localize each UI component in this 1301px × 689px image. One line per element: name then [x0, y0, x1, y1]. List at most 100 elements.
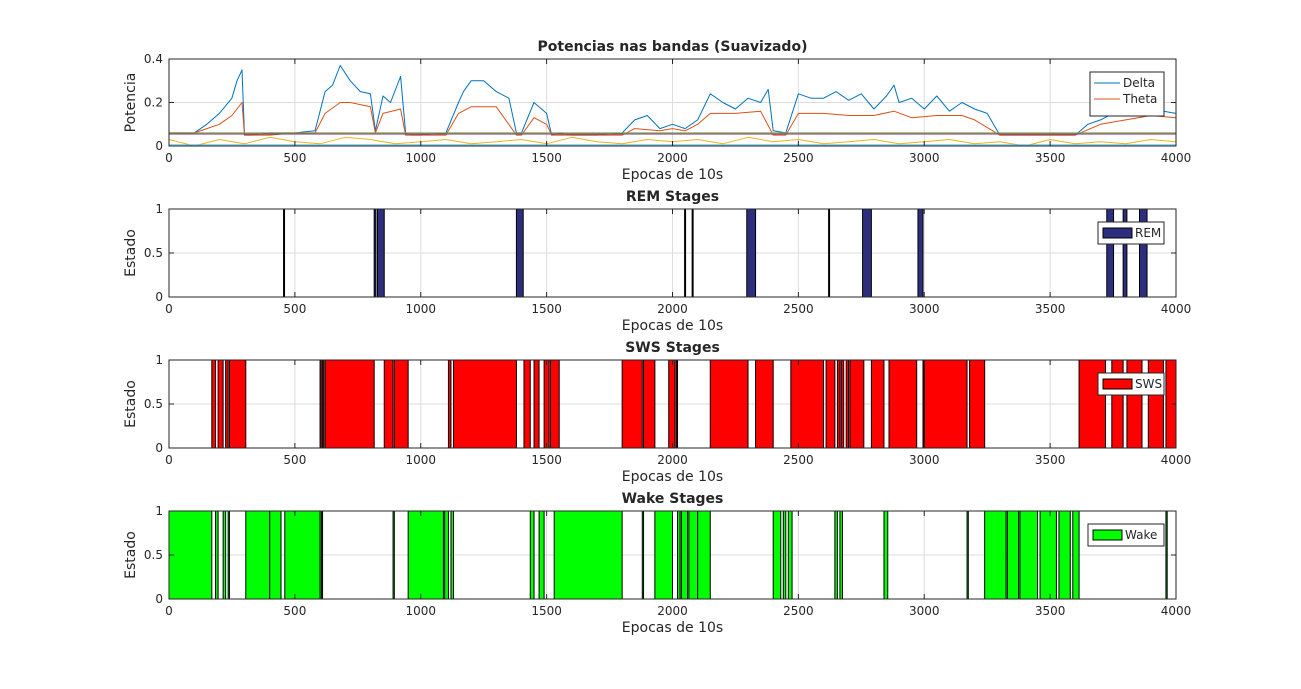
stage-bar-sws [543, 360, 550, 448]
x-tick-label: 2000 [657, 604, 688, 618]
legend: Delta Theta [1089, 71, 1165, 117]
stage-bar-wake [245, 511, 271, 599]
stage-bar-sws [755, 360, 774, 448]
stage-bar-wake [1019, 511, 1039, 599]
x-tick-label: 3500 [1035, 151, 1066, 165]
stage-bar-wake [1165, 511, 1168, 599]
stage-bar-wake [1006, 511, 1020, 599]
x-tick-label: 4000 [1161, 453, 1192, 467]
x-axis-label: Epocas de 10s [622, 167, 723, 183]
plot-area [169, 511, 1168, 599]
stage-bar-wake [538, 511, 545, 599]
stage-bar-wake [222, 511, 227, 599]
y-tick-label: 0 [155, 592, 163, 606]
stage-bar-sws [225, 360, 229, 448]
stage-bar-sws [393, 360, 409, 448]
stage-bar-wake [641, 511, 645, 599]
legend: REM [1097, 221, 1165, 245]
x-tick-label: 3500 [1035, 604, 1066, 618]
x-tick-label: 1500 [531, 453, 562, 467]
y-tick-label: 0.5 [144, 548, 163, 562]
subplot-1: 0 500 1000 1500 2000 2500 3000 3500 4000 0 0.2 0.4 P… [123, 39, 1191, 183]
stage-bar-sws [675, 360, 679, 448]
stage-bar-rem [1138, 209, 1148, 297]
chart-title: Wake Stages [622, 491, 724, 507]
x-tick-label: 2500 [783, 302, 814, 316]
x-tick-label: 1000 [405, 302, 436, 316]
x-tick-label: 3500 [1035, 302, 1066, 316]
stage-bar-sws [849, 360, 865, 448]
stage-bar-wake [688, 511, 699, 599]
legend-swatch-patch [1092, 529, 1123, 541]
x-tick-label: 500 [283, 151, 306, 165]
stage-bar-rem [828, 209, 831, 297]
stage-bar-wake [227, 511, 230, 599]
legend-label: SWS [1135, 377, 1162, 391]
legend-label: Delta [1123, 76, 1155, 90]
stage-bar-sws [217, 360, 224, 448]
stage-bar-sws [888, 360, 918, 448]
stage-bar-rem [862, 209, 872, 297]
y-tick-label: 1 [155, 504, 163, 518]
stage-bar-wake [553, 511, 623, 599]
x-tick-label: 0 [165, 604, 173, 618]
stage-bar-sws [923, 360, 968, 448]
y-tick-label: 0 [155, 139, 163, 153]
series-line-theta [169, 102, 1176, 136]
x-axis-label: Epocas de 10s [622, 318, 723, 334]
chart-title: REM Stages [626, 189, 719, 205]
y-tick-label: 0.4 [144, 52, 163, 66]
x-tick-label: 1000 [405, 151, 436, 165]
legend-label: REM [1135, 226, 1161, 240]
stage-bar-wake [782, 511, 787, 599]
legend-swatch-patch [1102, 227, 1133, 239]
stage-bar-rem [684, 209, 687, 297]
x-tick-label: 2000 [657, 151, 688, 165]
stage-bar-wake [680, 511, 689, 599]
x-tick-label: 3000 [909, 453, 940, 467]
stage-bar-sws [1165, 360, 1176, 448]
stage-bar-sws [845, 360, 850, 448]
stage-bar-wake [284, 511, 321, 599]
y-axis-label: Estado [123, 229, 139, 277]
stage-bar-wake [269, 511, 282, 599]
x-tick-label: 500 [283, 302, 306, 316]
stage-bar-wake [1058, 511, 1071, 599]
stage-bar-wake [834, 511, 838, 599]
x-tick-label: 500 [283, 604, 306, 618]
stage-bar-wake [772, 511, 782, 599]
stage-bar-wake [320, 511, 324, 599]
x-tick-label: 500 [283, 453, 306, 467]
stage-bar-wake [1072, 511, 1080, 599]
stage-bar-sws [621, 360, 643, 448]
legend-label: Wake [1125, 528, 1157, 542]
legend-box [1089, 71, 1165, 117]
stage-bar-rem [746, 209, 757, 297]
stage-bar-sws [840, 360, 845, 448]
stage-bar-sws [383, 360, 394, 448]
x-tick-label: 1500 [531, 302, 562, 316]
stage-bar-rem [1122, 209, 1128, 297]
stage-bar-sws [836, 360, 841, 448]
x-axis-label: Epocas de 10s [622, 469, 723, 485]
x-tick-label: 3000 [909, 302, 940, 316]
stage-bar-sws [870, 360, 885, 448]
x-tick-label: 1500 [531, 151, 562, 165]
stage-bar-rem [917, 209, 924, 297]
plot-area [283, 209, 1148, 297]
axes-container: 0 500 1000 1500 2000 2500 3000 3500 400000.20.4P… [123, 39, 1191, 636]
stage-bar-wake [697, 511, 711, 599]
x-tick-label: 3000 [909, 151, 940, 165]
stage-bar-sws [324, 360, 375, 448]
stage-bar-sws [523, 360, 531, 448]
subplot-3: 0 500 1000 1500 2000 2500 3000 3500 4000 0 0.5 1 SWS… [123, 340, 1191, 485]
stage-bar-rem [1106, 209, 1115, 297]
stage-bar-wake [839, 511, 843, 599]
x-tick-label: 2500 [783, 151, 814, 165]
x-tick-label: 4000 [1161, 604, 1192, 618]
legend-swatch-patch [1102, 378, 1133, 390]
stage-bar-sws [668, 360, 676, 448]
x-axis-label: Epocas de 10s [622, 620, 723, 636]
stage-bar-wake [654, 511, 674, 599]
x-tick-label: 0 [165, 151, 173, 165]
